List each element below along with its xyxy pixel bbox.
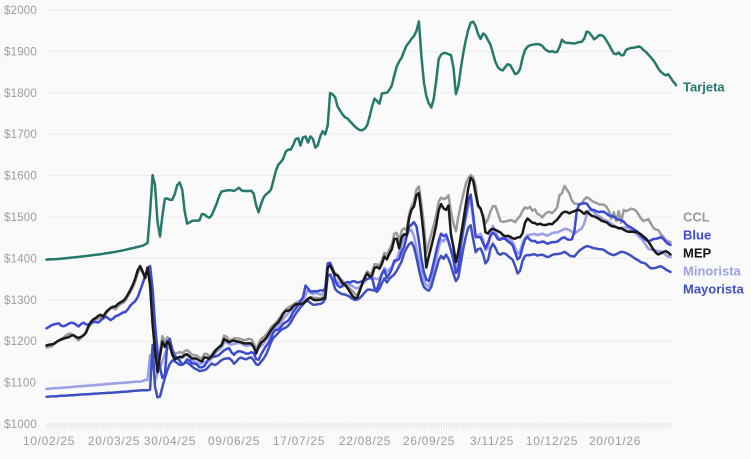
svg-text:22/08/25: 22/08/25 xyxy=(339,434,391,448)
svg-text:20/01/26: 20/01/26 xyxy=(589,434,641,448)
svg-text:$1100: $1100 xyxy=(4,378,36,390)
svg-text:$1900: $1900 xyxy=(4,46,37,58)
svg-text:$1800: $1800 xyxy=(4,88,37,100)
svg-text:10/02/25: 10/02/25 xyxy=(23,434,75,448)
svg-text:MEP: MEP xyxy=(683,246,712,261)
svg-text:$1200: $1200 xyxy=(4,336,37,348)
svg-text:26/09/25: 26/09/25 xyxy=(403,434,455,448)
svg-text:17/07/25: 17/07/25 xyxy=(273,434,325,448)
svg-text:$1000: $1000 xyxy=(4,419,37,431)
svg-text:Tarjeta: Tarjeta xyxy=(683,80,725,95)
svg-text:CCL: CCL xyxy=(683,210,710,225)
svg-text:$1300: $1300 xyxy=(4,295,37,307)
svg-text:20/03/25: 20/03/25 xyxy=(88,434,140,448)
svg-text:Minorista: Minorista xyxy=(683,264,742,279)
svg-text:Mayorista: Mayorista xyxy=(683,282,744,297)
svg-text:10/12/25: 10/12/25 xyxy=(526,434,578,448)
svg-text:$1400: $1400 xyxy=(4,253,37,265)
svg-text:09/06/25: 09/06/25 xyxy=(208,434,260,448)
svg-text:$1500: $1500 xyxy=(4,212,37,224)
svg-text:3/11/25: 3/11/25 xyxy=(470,434,514,448)
svg-text:Blue: Blue xyxy=(683,228,711,243)
svg-text:30/04/25: 30/04/25 xyxy=(144,434,196,448)
svg-text:$1700: $1700 xyxy=(4,129,37,141)
svg-text:$2000: $2000 xyxy=(4,5,37,17)
svg-text:$1600: $1600 xyxy=(4,171,37,183)
